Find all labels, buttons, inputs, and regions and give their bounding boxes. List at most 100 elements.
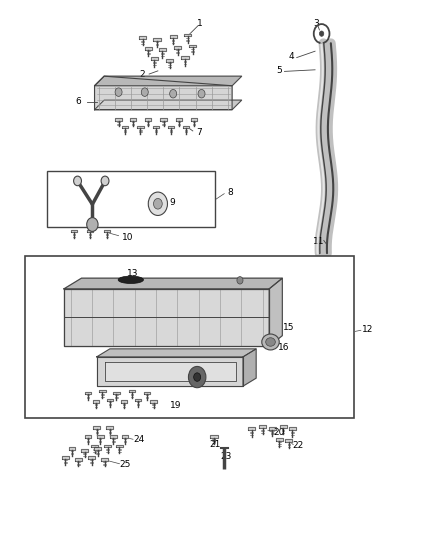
Polygon shape [181,56,188,59]
Polygon shape [160,118,167,121]
Circle shape [115,88,122,96]
Polygon shape [122,435,128,438]
Polygon shape [107,399,113,401]
Text: 13: 13 [127,269,138,278]
Polygon shape [176,118,182,121]
Polygon shape [184,34,191,36]
Text: 6: 6 [75,97,81,106]
Polygon shape [139,36,146,39]
Polygon shape [106,362,237,381]
Polygon shape [94,447,101,450]
Polygon shape [166,59,173,62]
Text: 22: 22 [292,441,303,450]
Circle shape [237,277,243,284]
Text: 12: 12 [362,325,373,334]
Polygon shape [144,392,150,394]
Polygon shape [64,278,283,289]
Text: 19: 19 [170,401,181,410]
Polygon shape [145,118,152,121]
Polygon shape [104,445,111,447]
Text: 8: 8 [227,188,233,197]
Text: 2: 2 [140,70,145,78]
Bar [25,256,354,418]
Text: 11: 11 [313,237,324,246]
Polygon shape [85,435,92,438]
Polygon shape [87,230,93,232]
Circle shape [148,192,167,215]
Polygon shape [97,357,243,386]
Circle shape [188,367,206,387]
Circle shape [170,90,177,98]
Polygon shape [210,435,218,438]
Polygon shape [99,390,106,392]
Text: 25: 25 [120,461,131,469]
Polygon shape [91,445,98,447]
Polygon shape [121,400,127,402]
Ellipse shape [266,338,276,346]
Polygon shape [151,58,158,60]
Polygon shape [243,349,256,386]
Polygon shape [159,49,166,51]
Polygon shape [113,392,120,394]
Polygon shape [97,435,104,438]
Polygon shape [81,449,88,451]
Polygon shape [116,445,123,447]
Polygon shape [285,439,293,442]
Text: 17: 17 [243,360,254,369]
Circle shape [87,217,98,231]
Polygon shape [93,426,100,429]
Polygon shape [93,400,99,402]
Polygon shape [95,100,242,110]
Polygon shape [88,456,95,459]
Text: 10: 10 [122,233,134,242]
Polygon shape [191,118,197,121]
Polygon shape [259,425,266,428]
Polygon shape [135,399,141,401]
Text: 23: 23 [220,452,231,461]
Polygon shape [71,230,77,232]
Polygon shape [129,390,135,392]
Text: 4: 4 [288,52,294,61]
Text: 18: 18 [243,371,254,380]
Polygon shape [276,438,283,441]
Polygon shape [122,126,128,128]
Polygon shape [183,126,189,128]
Polygon shape [168,126,174,128]
Polygon shape [85,392,91,394]
Text: 15: 15 [283,323,295,332]
Ellipse shape [262,334,279,350]
Polygon shape [269,278,283,346]
Polygon shape [95,76,232,110]
Polygon shape [268,427,276,430]
Circle shape [198,90,205,98]
Polygon shape [106,426,113,429]
Text: 3: 3 [313,19,319,28]
Text: 5: 5 [276,67,282,75]
Polygon shape [110,435,117,438]
Text: 20: 20 [274,428,285,437]
Polygon shape [152,126,159,128]
Circle shape [101,176,109,185]
Text: 14: 14 [243,311,254,320]
Polygon shape [189,45,196,47]
Text: 1: 1 [197,19,202,28]
Polygon shape [145,47,152,50]
Polygon shape [101,458,108,461]
Text: 16: 16 [278,343,290,352]
Polygon shape [279,425,287,428]
Circle shape [153,198,162,209]
Polygon shape [174,46,181,49]
Polygon shape [153,38,161,41]
Polygon shape [104,230,110,232]
Circle shape [194,373,201,381]
Polygon shape [116,118,122,121]
Polygon shape [75,458,82,461]
Polygon shape [170,35,177,38]
Text: 9: 9 [170,198,175,207]
Circle shape [74,176,81,185]
Circle shape [141,88,148,96]
Text: 7: 7 [197,128,202,137]
Polygon shape [289,427,296,430]
Bar [46,171,215,227]
Polygon shape [130,118,136,121]
